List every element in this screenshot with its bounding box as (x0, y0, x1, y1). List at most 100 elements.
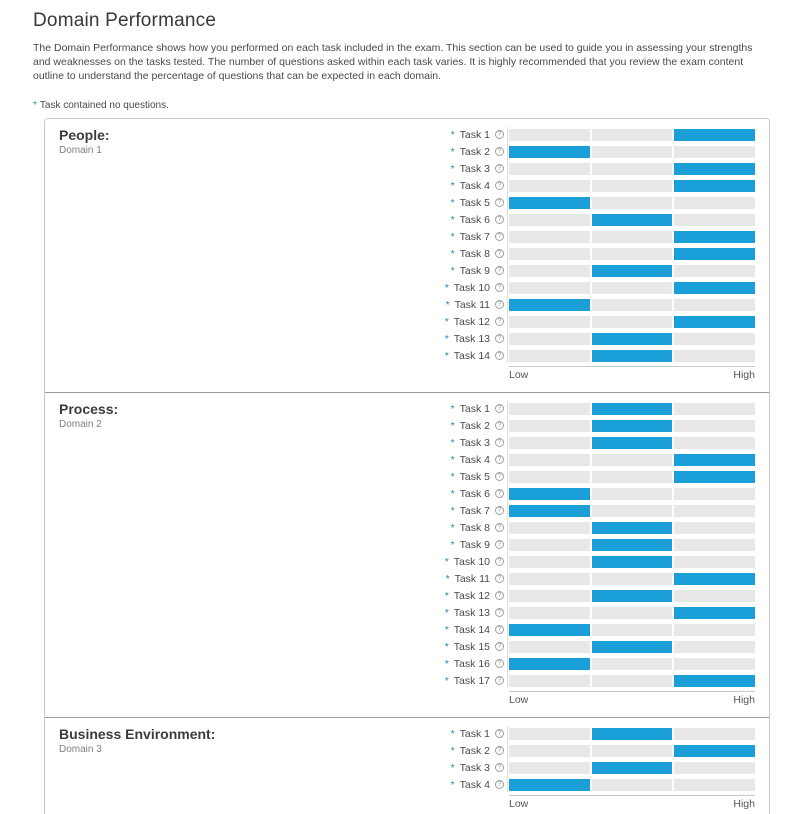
info-circle-icon[interactable]: ? (495, 249, 504, 259)
task-name: Task 3 (456, 162, 490, 175)
performance-bar (509, 419, 756, 432)
bar-segment-low (509, 640, 590, 653)
task-name: Task 6 (456, 213, 490, 226)
task-label: * Task 3 (451, 163, 490, 175)
info-circle-icon[interactable]: ? (495, 351, 504, 361)
bar-segment-low (509, 332, 590, 345)
info-circle-icon[interactable]: ? (495, 608, 504, 618)
task-name: Task 1 (456, 128, 490, 141)
info-circle-icon[interactable]: ? (495, 438, 504, 448)
bar-segment-mid (591, 332, 673, 345)
info-circle-icon[interactable]: ? (495, 557, 504, 567)
info-circle-icon[interactable]: ? (495, 574, 504, 584)
info-circle-icon[interactable]: ? (495, 404, 504, 414)
task-name: Task 4 (456, 179, 490, 192)
bar-segment-low (509, 521, 590, 534)
info-circle-icon[interactable]: ? (495, 676, 504, 686)
task-name: Task 10 (450, 555, 490, 568)
bar-segment-mid (591, 196, 673, 209)
asterisk-marker: * (450, 402, 455, 415)
bar-segment-low (509, 315, 590, 328)
bar-segment-low (509, 606, 590, 619)
performance-bar (509, 538, 756, 551)
task-row: * Task 14 ? (59, 621, 756, 638)
info-circle-icon[interactable]: ? (495, 232, 504, 242)
info-circle-icon[interactable]: ? (495, 625, 504, 635)
bar-segment-high (674, 727, 756, 740)
info-circle-icon[interactable]: ? (495, 540, 504, 550)
task-name: Task 4 (456, 778, 490, 791)
bar-segment-low (509, 589, 590, 602)
info-circle-icon[interactable]: ? (495, 729, 504, 739)
bar-segment-low (509, 162, 590, 175)
bar-segment-low (509, 264, 590, 277)
bar-segment-high (674, 196, 756, 209)
info-circle-icon[interactable]: ? (495, 659, 504, 669)
info-circle-icon[interactable]: ? (495, 763, 504, 773)
info-circle-icon[interactable]: ? (495, 181, 504, 191)
info-circle-icon[interactable]: ? (495, 266, 504, 276)
bar-segment-low (509, 281, 590, 294)
domain-title: Business Environment: (59, 726, 216, 743)
task-name: Task 17 (450, 674, 490, 687)
performance-bar (509, 230, 756, 243)
performance-bar (509, 453, 756, 466)
bar-segment-mid (591, 555, 673, 568)
info-circle-icon[interactable]: ? (495, 780, 504, 790)
axis-row: Low High (509, 694, 755, 706)
domain-header: Business Environment: Domain 3 (59, 726, 215, 755)
info-circle-icon[interactable]: ? (495, 164, 504, 174)
task-label: * Task 6 (451, 214, 490, 226)
info-circle-icon[interactable]: ? (495, 421, 504, 431)
task-name: Task 7 (456, 504, 490, 517)
axis-low-label: Low (509, 798, 529, 811)
task-name: Task 14 (450, 349, 490, 362)
bar-segment-mid (591, 606, 673, 619)
info-circle-icon[interactable]: ? (495, 198, 504, 208)
info-circle-icon[interactable]: ? (495, 746, 504, 756)
task-name: Task 2 (456, 145, 490, 158)
task-row: * Task 4 ? (59, 776, 756, 793)
task-name: Task 2 (456, 744, 490, 757)
performance-bar (509, 402, 756, 415)
bar-segment-low (509, 761, 590, 774)
performance-bar (509, 213, 756, 226)
bar-segment-high (674, 555, 756, 568)
task-row: * Task 4 ? (59, 177, 756, 194)
performance-bar (509, 196, 756, 209)
info-circle-icon[interactable]: ? (495, 130, 504, 140)
task-name: Task 16 (450, 657, 490, 670)
task-row: * Task 10 ? (59, 553, 756, 570)
info-circle-icon[interactable]: ? (495, 215, 504, 225)
info-circle-icon[interactable]: ? (495, 283, 504, 293)
axis-low-label: Low (509, 369, 529, 382)
task-name: Task 5 (456, 196, 490, 209)
bar-segment-high (674, 162, 756, 175)
info-circle-icon[interactable]: ? (495, 506, 504, 516)
info-circle-icon[interactable]: ? (495, 300, 504, 310)
info-circle-icon[interactable]: ? (495, 455, 504, 465)
bar-segment-high (674, 761, 756, 774)
info-circle-icon[interactable]: ? (495, 591, 504, 601)
bar-segment-high (674, 640, 756, 653)
info-circle-icon[interactable]: ? (495, 642, 504, 652)
info-circle-icon[interactable]: ? (495, 147, 504, 157)
info-circle-icon[interactable]: ? (495, 472, 504, 482)
task-label: * Task 8 (451, 248, 490, 260)
bar-segment-low (509, 196, 590, 209)
asterisk-marker: * (444, 555, 449, 568)
task-row: * Task 6 ? (59, 211, 756, 228)
asterisk-marker: * (450, 436, 455, 449)
bar-segment-mid (591, 470, 673, 483)
task-name: Task 11 (451, 298, 490, 311)
bar-segment-mid (591, 264, 673, 277)
info-circle-icon[interactable]: ? (495, 489, 504, 499)
asterisk-marker: * (444, 606, 449, 619)
bar-segment-low (509, 555, 590, 568)
info-circle-icon[interactable]: ? (495, 334, 504, 344)
task-label: * Task 1 (451, 728, 490, 740)
info-circle-icon[interactable]: ? (495, 317, 504, 327)
task-name: Task 8 (456, 247, 490, 260)
info-circle-icon[interactable]: ? (495, 523, 504, 533)
